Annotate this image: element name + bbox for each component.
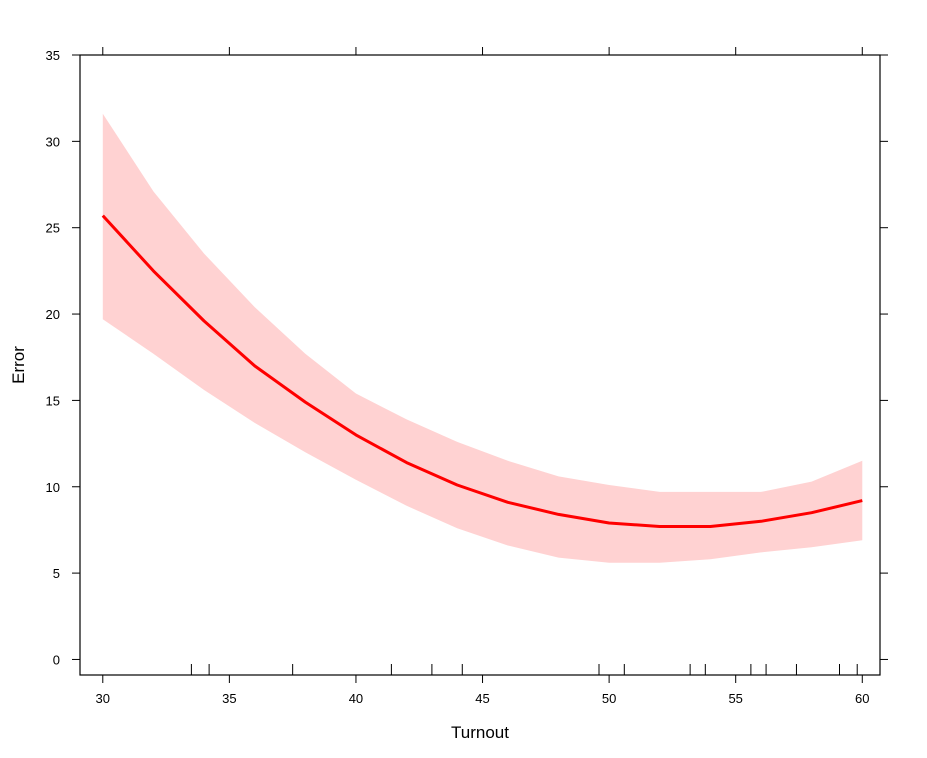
x-tick-label: 30: [96, 691, 110, 706]
x-tick-label: 35: [222, 691, 236, 706]
plot-frame: [79, 54, 881, 676]
rug-layer: [190, 664, 858, 675]
confidence-band-layer: [102, 113, 863, 563]
x-tick-label: 60: [855, 691, 869, 706]
y-axis-title: Error: [9, 346, 28, 384]
confidence-band: [102, 113, 863, 563]
y-tick-label: 15: [46, 393, 60, 408]
axis-layer: 30 35 40 45 50 55 60 0 5 10 15 20 25 30 35: [46, 47, 888, 706]
y-tick-label: 5: [53, 566, 60, 581]
y-tick-label: 35: [46, 48, 60, 63]
y-tick-label: 25: [46, 221, 60, 236]
x-tick-label: 55: [728, 691, 742, 706]
y-tick-label: 30: [46, 134, 60, 149]
x-tick-label: 50: [602, 691, 616, 706]
x-axis-title: Turnout: [451, 723, 509, 742]
fitted-line-layer: [101, 214, 863, 528]
y-tick-label: 10: [46, 480, 60, 495]
y-tick-label: 0: [53, 652, 60, 667]
x-tick-label: 40: [349, 691, 363, 706]
y-tick-label: 20: [46, 307, 60, 322]
x-tick-label: 45: [475, 691, 489, 706]
fitted-line: [101, 214, 863, 528]
